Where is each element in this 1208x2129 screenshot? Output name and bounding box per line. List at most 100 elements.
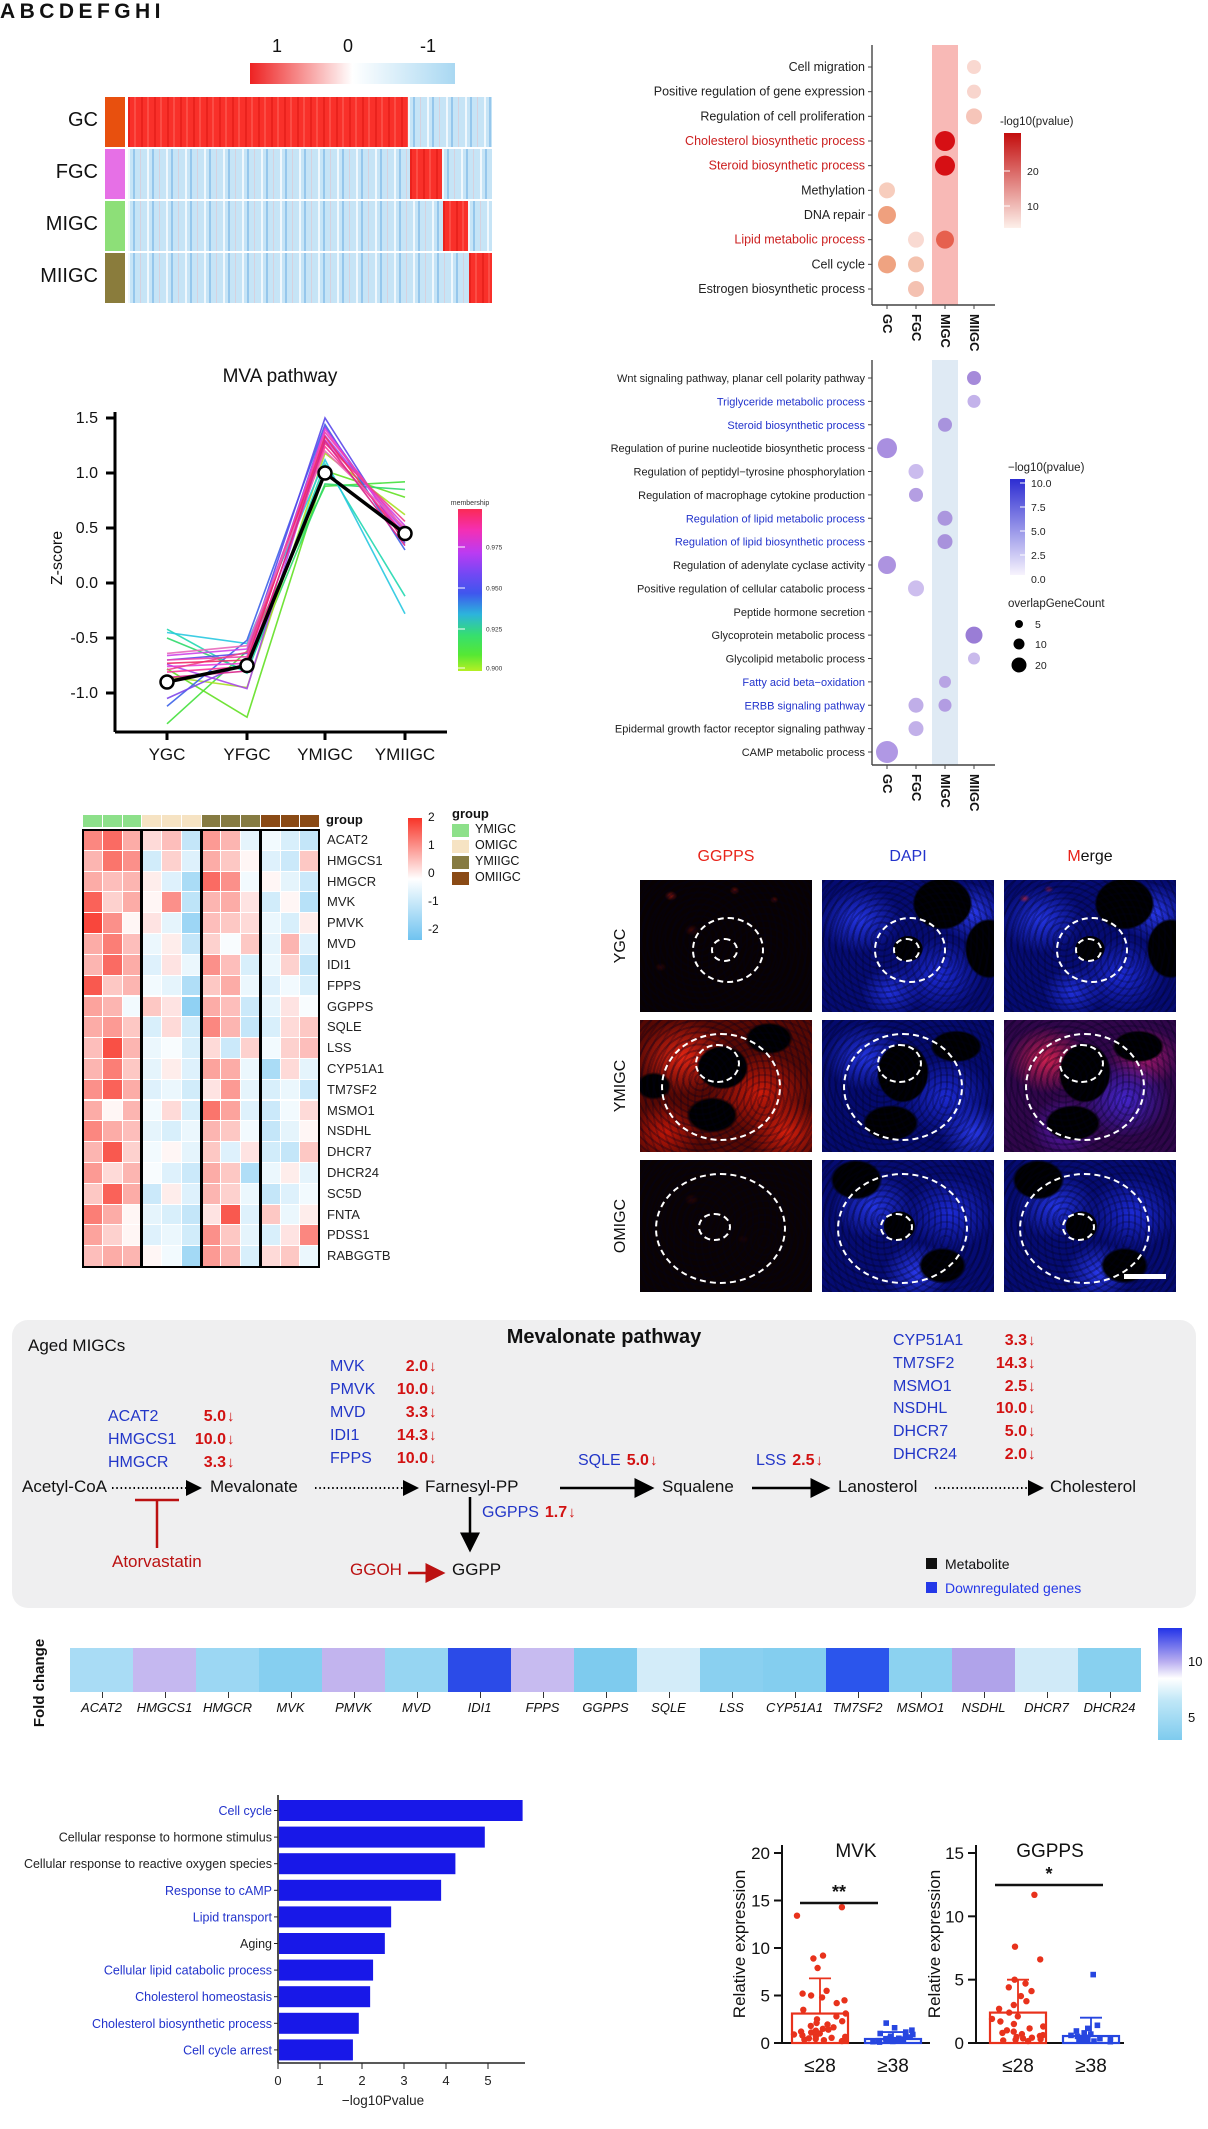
heatmap-cell bbox=[83, 1100, 102, 1121]
significance-stars: * bbox=[1045, 1864, 1052, 1884]
go-term-label: Regulation of peptidyl−tyrosine phosphor… bbox=[634, 467, 865, 479]
data-point bbox=[1017, 1992, 1025, 2000]
fold-tick bbox=[353, 1692, 355, 1698]
go-term-label: Peptide hormone secretion bbox=[734, 607, 865, 619]
fold-tick bbox=[416, 1692, 418, 1698]
bar bbox=[279, 1800, 523, 1821]
heatmap-cell bbox=[201, 830, 221, 850]
x-tick-label: 0 bbox=[274, 2073, 281, 2088]
heatmap-cell bbox=[142, 1121, 162, 1142]
data-point bbox=[1023, 1998, 1030, 2005]
bar-label: Cellular response to reactive oxygen spe… bbox=[24, 1857, 272, 1871]
follicle-outline-outer bbox=[660, 1033, 782, 1142]
gene-name: CYP51A1 bbox=[893, 1332, 964, 1349]
data-point bbox=[1073, 2028, 1080, 2034]
colorbar-tick-label: -2 bbox=[428, 922, 439, 936]
data-point bbox=[1081, 2030, 1087, 2036]
heatmap-cell bbox=[162, 975, 181, 996]
heatmap-cell bbox=[122, 1183, 142, 1204]
heatmap-cell bbox=[102, 1038, 122, 1058]
data-point bbox=[1085, 2025, 1091, 2032]
gene-fold: 5.0 bbox=[203, 1408, 226, 1425]
heatmap-cell bbox=[181, 934, 201, 954]
heatmap-cell bbox=[241, 1204, 260, 1225]
gene-name: SQLE bbox=[578, 1452, 621, 1469]
data-point bbox=[839, 2018, 846, 2025]
go-term-label: Cell migration bbox=[789, 60, 865, 74]
y-tick-label: 20 bbox=[751, 1844, 770, 1863]
go-term-label: ERBB signaling pathway bbox=[745, 700, 866, 712]
down-arrow-icon: ↓ bbox=[1028, 1354, 1036, 1372]
column-header-merge: Merge bbox=[1030, 848, 1150, 866]
data-point bbox=[1079, 2036, 1086, 2042]
column-group-annotation bbox=[201, 815, 221, 827]
heatmap-cell bbox=[241, 871, 260, 892]
heatmap-cell bbox=[83, 934, 102, 954]
heatmap-cell bbox=[241, 1058, 260, 1079]
data-point bbox=[808, 2029, 815, 2036]
bar bbox=[279, 1906, 392, 1928]
heatmap-cell bbox=[221, 1183, 241, 1204]
heatmap-cell bbox=[241, 913, 260, 933]
column-group-annotation bbox=[221, 815, 241, 827]
follicle-outline-outer bbox=[655, 1173, 787, 1285]
gene-group: ACAT2 5.0↓ HMGCS1 10.0↓ HMGCR 3.3↓ bbox=[108, 1408, 250, 1477]
heatmap-cell bbox=[162, 1225, 181, 1246]
x-tick-label: 2 bbox=[358, 2073, 365, 2088]
fold-cell bbox=[700, 1648, 763, 1692]
gene-fold: 3.3 bbox=[203, 1454, 226, 1471]
data-point bbox=[1012, 2036, 1019, 2044]
data-point bbox=[1097, 2035, 1103, 2042]
heatmap-cell bbox=[241, 975, 260, 996]
x-tick-label: 1 bbox=[316, 2073, 323, 2088]
heatmap-cell bbox=[102, 1100, 122, 1121]
data-point bbox=[883, 2020, 889, 2026]
heatmap-cell bbox=[300, 934, 320, 954]
follicle-outline-outer bbox=[873, 916, 946, 983]
heatmap-cell bbox=[201, 996, 221, 1017]
pathway-box bbox=[12, 1320, 1196, 1608]
data-point bbox=[807, 2022, 814, 2030]
data-point bbox=[870, 2038, 876, 2045]
heatmap-cell bbox=[181, 996, 201, 1017]
mean-point bbox=[397, 525, 413, 542]
member-line bbox=[166, 457, 406, 645]
heatmap-cell bbox=[102, 975, 122, 996]
heatmap-cell bbox=[260, 830, 280, 850]
bar-label: Cholesterol homeostasis bbox=[135, 1990, 272, 2004]
gene-label: NSDHL bbox=[327, 1123, 372, 1139]
colorbar-tick-label: 1 bbox=[428, 838, 435, 852]
heatmap-cell bbox=[83, 892, 102, 913]
heatmap-cell bbox=[300, 1038, 320, 1058]
down-arrow-icon: ↓ bbox=[227, 1431, 235, 1448]
go-term-label: Positive regulation of cellular cataboli… bbox=[637, 583, 866, 595]
x-tick-label: YMIIGC bbox=[375, 745, 435, 764]
gene-label: HMGCR bbox=[327, 873, 377, 889]
y-tick-label: 10 bbox=[945, 1907, 964, 1926]
data-point bbox=[1010, 2001, 1017, 2009]
fold-cell bbox=[889, 1648, 952, 1692]
fold-tick bbox=[983, 1692, 985, 1698]
heatmap-cell bbox=[83, 1038, 102, 1058]
data-point bbox=[814, 1964, 821, 1972]
heatmap-cell bbox=[201, 850, 221, 871]
panel-label-a: A bbox=[0, 0, 16, 23]
data-point bbox=[842, 2010, 849, 2017]
fold-gene-label: MSMO1 bbox=[896, 1700, 945, 1715]
data-point bbox=[1026, 2025, 1033, 2032]
micrograph-ygc-0 bbox=[640, 880, 812, 1012]
data-point bbox=[1084, 2037, 1091, 2043]
heatmap-cell bbox=[260, 934, 280, 954]
heatmap-cell bbox=[260, 1038, 280, 1058]
heatmap-cell bbox=[221, 1142, 241, 1162]
gene-label: MSMO1 bbox=[327, 1102, 375, 1118]
gene-fold: 2.5 bbox=[1004, 1377, 1027, 1395]
fold-cell bbox=[952, 1648, 1015, 1692]
heatmap-cell bbox=[241, 1142, 260, 1162]
fold-gene-label: GGPPS bbox=[582, 1700, 629, 1715]
panel-h-barchart: Cell cycle Cellular response to hormone s… bbox=[24, 1795, 525, 2108]
heatmap-cell bbox=[122, 1246, 142, 1266]
heatmap-cell bbox=[201, 892, 221, 913]
heatmap-cell bbox=[122, 1038, 142, 1058]
